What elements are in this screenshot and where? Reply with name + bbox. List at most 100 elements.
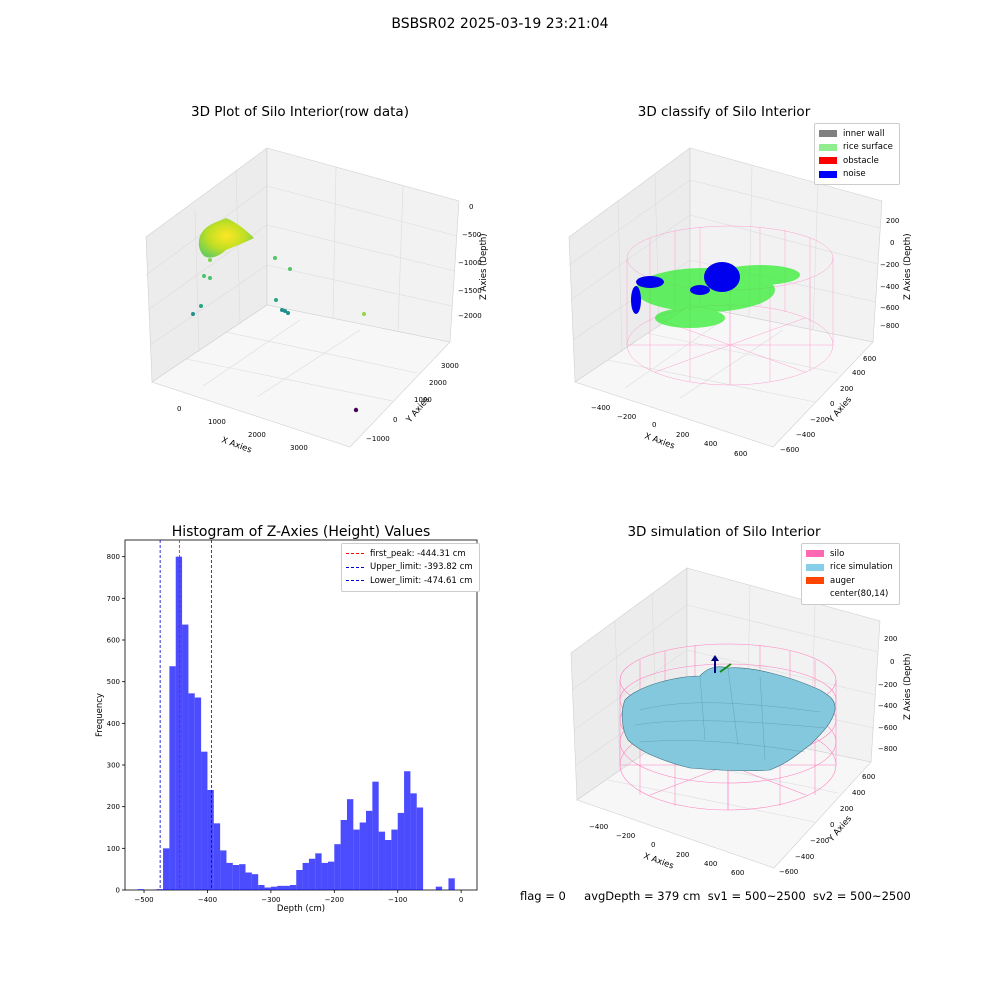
classify-x-label: X Axies bbox=[643, 431, 676, 451]
classify-x-tick: −200 bbox=[617, 413, 636, 421]
histogram-bar bbox=[359, 822, 367, 890]
legend-swatch bbox=[819, 157, 837, 165]
histogram-bar bbox=[239, 864, 246, 890]
y-tick-label: 600 bbox=[107, 637, 120, 645]
simulation-z-tick: 200 bbox=[884, 635, 897, 643]
simulation-y-tick: 600 bbox=[862, 773, 875, 781]
x-tick-label: −400 bbox=[198, 896, 217, 904]
simulation-legend: silo rice simulation auger center(80,14) bbox=[801, 543, 900, 605]
histogram-bar bbox=[385, 840, 392, 890]
y-tick-label: 300 bbox=[107, 762, 120, 770]
classify-z-label: Z Axies (Depth) bbox=[903, 233, 913, 300]
raw-z-tick: −2000 bbox=[458, 312, 482, 320]
histogram-title: Histogram of Z-Axies (Height) Values bbox=[171, 524, 431, 540]
histogram-bar bbox=[327, 861, 335, 890]
histogram-bar bbox=[334, 844, 341, 890]
classify-x-tick: 0 bbox=[652, 421, 656, 429]
histogram-bar bbox=[346, 799, 354, 890]
legend-swatch bbox=[819, 143, 837, 151]
classify-z-tick: −800 bbox=[880, 322, 899, 330]
classify-z-tick: 0 bbox=[890, 239, 894, 247]
histogram-bar bbox=[391, 829, 398, 890]
simulation-z-tick: −600 bbox=[878, 724, 897, 732]
histogram-bar bbox=[226, 862, 233, 890]
histogram-bar bbox=[315, 853, 322, 890]
histogram-bar bbox=[372, 781, 379, 890]
y-tick-label: 400 bbox=[107, 720, 120, 728]
simulation-z-label: Z Axies (Depth) bbox=[903, 653, 913, 720]
classify-z-tick: 200 bbox=[886, 217, 899, 225]
x-tick-label: −100 bbox=[388, 896, 407, 904]
x-tick-label: 0 bbox=[459, 896, 463, 904]
raw-x-tick: 3000 bbox=[290, 444, 308, 452]
histogram-bar bbox=[213, 823, 221, 890]
histogram-bar bbox=[207, 790, 214, 890]
figure-suptitle: BSBSR02 2025-03-19 23:21:04 bbox=[391, 16, 609, 32]
histogram-x-label: Depth (cm) bbox=[277, 904, 325, 914]
histogram-y-label: Frequency bbox=[95, 693, 105, 737]
legend-item-obstacle: obstacle bbox=[819, 154, 893, 168]
raw-x-tick: 1000 bbox=[208, 418, 226, 426]
sv2-text: sv2 = 500~2500 bbox=[812, 889, 911, 903]
histogram-bar bbox=[416, 807, 424, 890]
legend-item-rice-simulation: rice simulation bbox=[806, 561, 893, 575]
histogram-bar bbox=[283, 885, 290, 890]
classify-y-tick: −600 bbox=[780, 446, 799, 454]
rice-simulation-surface bbox=[621, 666, 836, 772]
legend-item-inner-wall: inner wall bbox=[819, 127, 893, 141]
raw-y-tick: 2000 bbox=[429, 379, 447, 387]
raw-point bbox=[283, 309, 287, 313]
legend-item-center: center(80,14) bbox=[806, 588, 893, 602]
raw-point bbox=[286, 311, 290, 315]
simulation-y-tick: −400 bbox=[795, 853, 814, 861]
classify-y-tick: 200 bbox=[840, 385, 853, 393]
classify-x-tick: −400 bbox=[591, 404, 610, 412]
histogram-bar bbox=[448, 878, 455, 890]
raw-point bbox=[191, 312, 195, 316]
legend-item-first-peak: first_peak: -444.31 cm bbox=[346, 547, 473, 561]
sv1-text: sv1 = 500~2500 bbox=[707, 889, 806, 903]
raw-point bbox=[288, 267, 292, 271]
y-tick-label: 500 bbox=[107, 678, 120, 686]
raw-y-tick: −1000 bbox=[366, 435, 390, 443]
flag-text: flag = 0 bbox=[520, 889, 566, 903]
raw-plot-title: 3D Plot of Silo Interior(row data) bbox=[191, 104, 409, 120]
raw-z-tick: −1000 bbox=[458, 259, 482, 267]
legend-item-lower-limit: Lower_limit: -474.61 cm bbox=[346, 574, 473, 588]
simulation-z-tick: 0 bbox=[890, 658, 894, 666]
histogram-bar bbox=[435, 886, 443, 890]
histogram-bar bbox=[321, 862, 328, 890]
simulation-y-tick: 400 bbox=[852, 789, 865, 797]
histogram-bar bbox=[258, 885, 265, 890]
legend-swatch bbox=[806, 577, 824, 585]
raw-3d-axes: 0 1000 2000 3000 X Axies −1000 0 1000 20… bbox=[145, 147, 489, 456]
simulation-z-tick: −800 bbox=[878, 745, 897, 753]
rice-simulation-mesh bbox=[634, 667, 826, 761]
avg-depth-text: avgDepth = 379 cm bbox=[584, 889, 701, 903]
simulation-y-tick: −600 bbox=[779, 868, 798, 876]
raw-x-tick: 2000 bbox=[248, 431, 266, 439]
auger-arrow-head bbox=[711, 655, 719, 661]
raw-point bbox=[199, 304, 203, 308]
histogram-bar bbox=[169, 666, 176, 890]
simulation-3d-axes: −400 −200 0 200 400 600 X Axies −600 −40… bbox=[570, 567, 913, 877]
histogram-bar bbox=[163, 848, 170, 890]
y-tick-label: 700 bbox=[107, 595, 120, 603]
y-tick-label: 0 bbox=[116, 887, 120, 895]
classify-z-tick: −600 bbox=[880, 304, 899, 312]
histogram-bar bbox=[220, 850, 227, 890]
raw-floor-pane bbox=[151, 304, 451, 448]
simulation-x-tick: 400 bbox=[704, 860, 717, 868]
x-tick-label: −200 bbox=[325, 896, 344, 904]
histogram-bar bbox=[264, 887, 271, 890]
histogram-y-ticks: 0 100 200 300 400 500 600 700 800 bbox=[107, 553, 125, 895]
raw-point bbox=[274, 298, 278, 302]
histogram-reference-lines bbox=[159, 540, 212, 890]
histogram-bars bbox=[137, 556, 455, 890]
histogram-legend: first_peak: -444.31 cm Upper_limit: -393… bbox=[341, 543, 480, 592]
raw-data-points bbox=[191, 218, 366, 413]
histogram-bar bbox=[188, 693, 195, 890]
histogram-bar bbox=[302, 862, 309, 890]
y-tick-label: 100 bbox=[107, 845, 120, 853]
raw-z-tick: −1500 bbox=[458, 287, 482, 295]
